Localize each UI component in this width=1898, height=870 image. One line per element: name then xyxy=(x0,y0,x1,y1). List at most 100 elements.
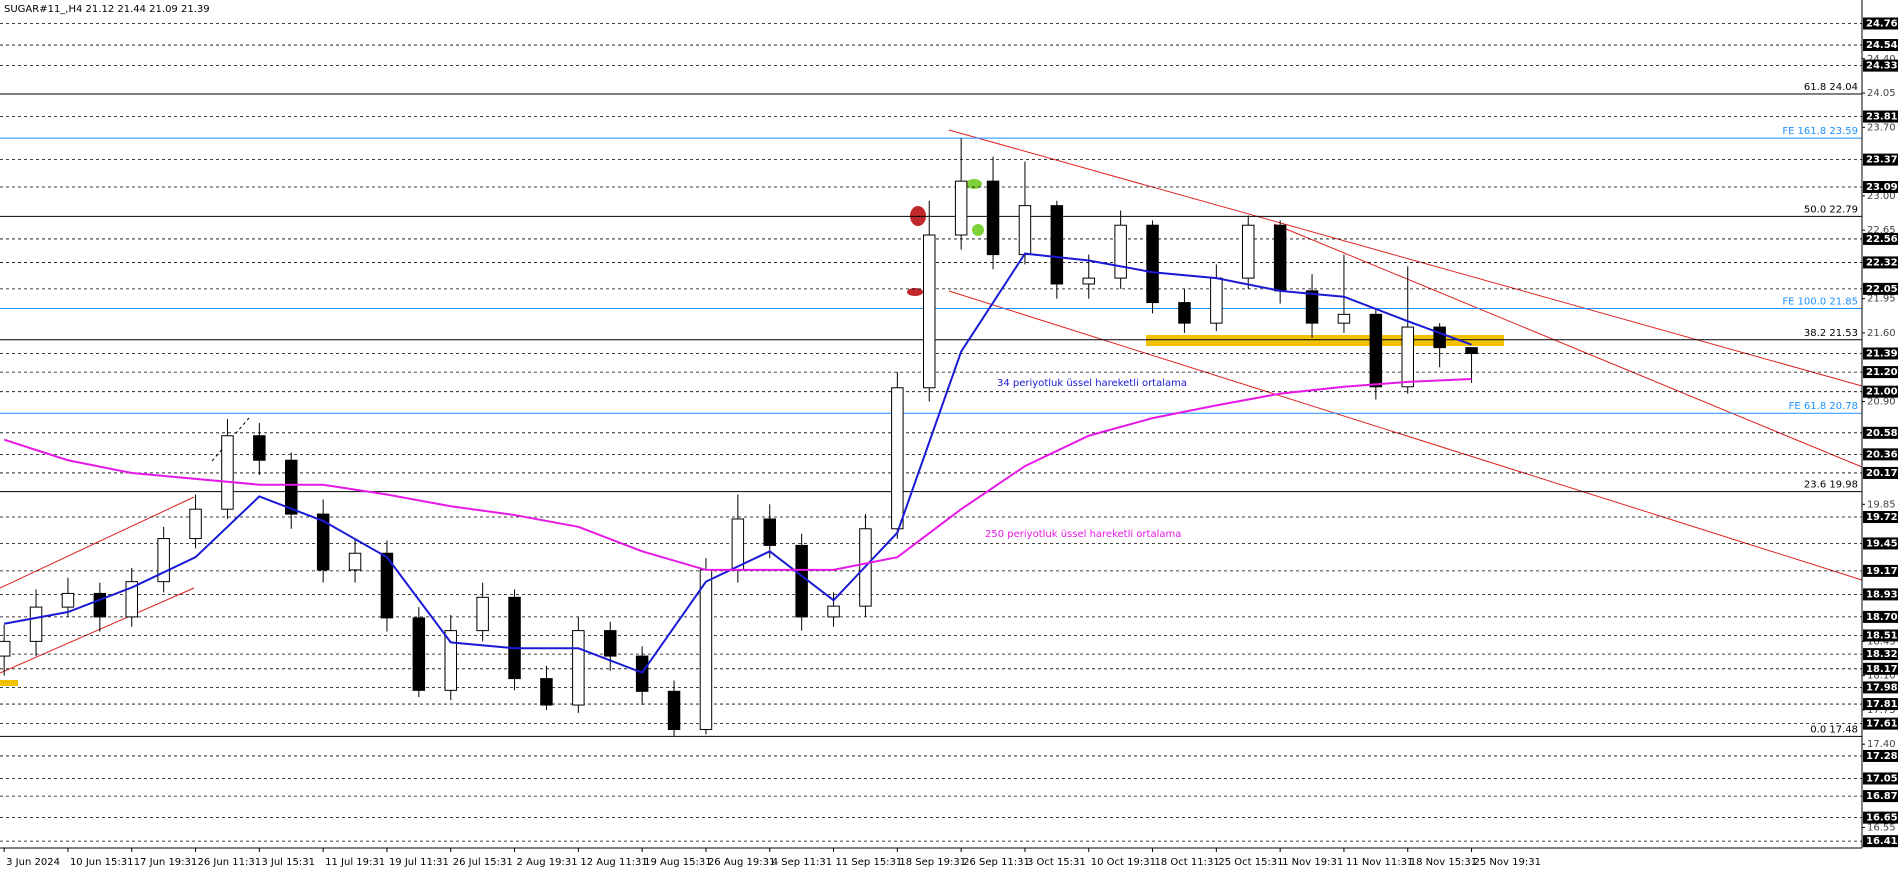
candle-body xyxy=(891,387,904,530)
level-label-box xyxy=(1863,466,1898,479)
x-tick-label: 12 Aug 11:31 xyxy=(580,857,647,868)
y-tick-label: 19.85 xyxy=(1867,499,1896,510)
candle-body xyxy=(189,508,202,540)
y-tick-label: 23.00 xyxy=(1867,191,1896,202)
x-tick-label: 18 Sep 19:31 xyxy=(899,857,966,868)
y-tick-label: 24.40 xyxy=(1867,54,1896,65)
level-label: 17.81 xyxy=(1866,699,1898,710)
level-label-box xyxy=(1863,772,1898,785)
candle-body xyxy=(157,538,170,583)
level-label-box xyxy=(1863,181,1898,194)
level-label-box xyxy=(1863,511,1898,524)
x-tick-label: 26 Jun 11:31 xyxy=(198,857,262,868)
level-label-box xyxy=(1863,366,1898,379)
x-tick-label: 11 Nov 11:31 xyxy=(1346,857,1413,868)
level-label-box xyxy=(1863,648,1898,661)
level-label: 19.45 xyxy=(1866,538,1898,549)
candle-body xyxy=(444,630,457,691)
fib-label: 23.6 19.98 xyxy=(1804,480,1858,491)
level-label: 23.81 xyxy=(1866,112,1898,123)
level-label: 19.72 xyxy=(1866,512,1898,523)
candle-body xyxy=(699,569,713,731)
level-label-box xyxy=(1863,629,1898,642)
x-tick-label: 10 Oct 19:31 xyxy=(1091,857,1156,868)
x-tick-label: 19 Aug 15:31 xyxy=(644,857,711,868)
level-label-box xyxy=(1863,698,1898,711)
level-label-box xyxy=(1863,790,1898,803)
candle-body xyxy=(1433,326,1446,349)
fib-label: 38.2 21.53 xyxy=(1804,328,1858,339)
candle-body xyxy=(1178,302,1191,324)
y-tick-label: 17.40 xyxy=(1867,739,1896,750)
candle-body xyxy=(1273,224,1287,292)
level-label: 17.98 xyxy=(1866,682,1898,693)
level-label-box xyxy=(1863,426,1898,439)
x-tick-label: 11 Jul 19:31 xyxy=(325,857,385,868)
level-label-box xyxy=(1863,564,1898,577)
level-label-box xyxy=(1863,59,1898,72)
y-tick-label: 21.95 xyxy=(1867,294,1896,305)
fib-label: FE 161.8 23.59 xyxy=(1782,126,1858,137)
level-label-box xyxy=(1863,662,1898,675)
y-tick-label: 18.10 xyxy=(1867,671,1896,682)
candle-body xyxy=(1018,205,1032,256)
x-tick-label: 25 Nov 19:31 xyxy=(1474,857,1541,868)
y-tick-label: 18.45 xyxy=(1867,636,1896,647)
candle-body xyxy=(476,596,489,632)
candle-body xyxy=(29,606,43,642)
x-tick-label: 1 Nov 19:31 xyxy=(1282,857,1343,868)
candle-body xyxy=(1082,277,1095,285)
fib-label: 50.0 22.79 xyxy=(1804,204,1858,215)
level-label-box xyxy=(1863,39,1898,52)
level-label: 16.65 xyxy=(1866,813,1898,824)
candle-body xyxy=(827,605,840,618)
level-label: 20.36 xyxy=(1866,449,1898,460)
y-tick-label: 23.70 xyxy=(1867,122,1896,133)
level-label-box xyxy=(1863,610,1898,623)
candle-body xyxy=(954,180,968,236)
x-tick-label: 4 Sep 11:31 xyxy=(772,857,832,868)
x-tick-label: 3 Oct 15:31 xyxy=(1027,857,1086,868)
x-tick-label: 26 Sep 11:31 xyxy=(963,857,1030,868)
level-label-box xyxy=(1863,153,1898,166)
candle-body xyxy=(1337,313,1351,324)
y-tick-label: 22.65 xyxy=(1867,225,1896,236)
ema-line xyxy=(3,252,1472,674)
x-tick-label: 2 Aug 19:31 xyxy=(517,857,578,868)
candle-body xyxy=(1242,224,1255,279)
signal-dot xyxy=(907,288,923,296)
candle-body xyxy=(0,640,11,657)
level-label-box xyxy=(1863,717,1898,730)
level-label: 22.32 xyxy=(1866,257,1898,268)
level-label-box xyxy=(1863,347,1898,360)
level-label: 18.17 xyxy=(1866,664,1898,675)
level-label: 24.33 xyxy=(1866,61,1898,72)
level-label: 24.76 xyxy=(1866,19,1898,30)
candle-body xyxy=(731,518,745,571)
y-tick-label: 16.55 xyxy=(1867,822,1896,833)
candle-body xyxy=(795,544,808,618)
level-label-box xyxy=(1863,282,1898,295)
candle-body xyxy=(572,630,585,706)
candle-body xyxy=(348,552,362,571)
level-label: 18.51 xyxy=(1866,631,1898,642)
level-label: 18.32 xyxy=(1866,649,1898,660)
candle-body xyxy=(540,678,553,706)
candle-body xyxy=(1465,347,1478,354)
level-label: 18.70 xyxy=(1866,612,1898,623)
marker xyxy=(0,680,18,686)
drawings xyxy=(0,129,1863,686)
level-label: 19.17 xyxy=(1866,566,1898,577)
channel-line xyxy=(948,290,1863,581)
ema-label: 34 periyotluk üssel hareketli ortalama xyxy=(997,378,1187,389)
level-label: 18.93 xyxy=(1866,589,1898,600)
level-label: 21.00 xyxy=(1866,387,1898,398)
y-tick-label: 24.05 xyxy=(1867,88,1896,99)
signal-dot xyxy=(972,224,984,236)
candle-body xyxy=(221,435,234,510)
y-tick-label: 17.75 xyxy=(1867,705,1896,716)
level-label-box xyxy=(1863,256,1898,269)
level-label-box xyxy=(1863,537,1898,550)
